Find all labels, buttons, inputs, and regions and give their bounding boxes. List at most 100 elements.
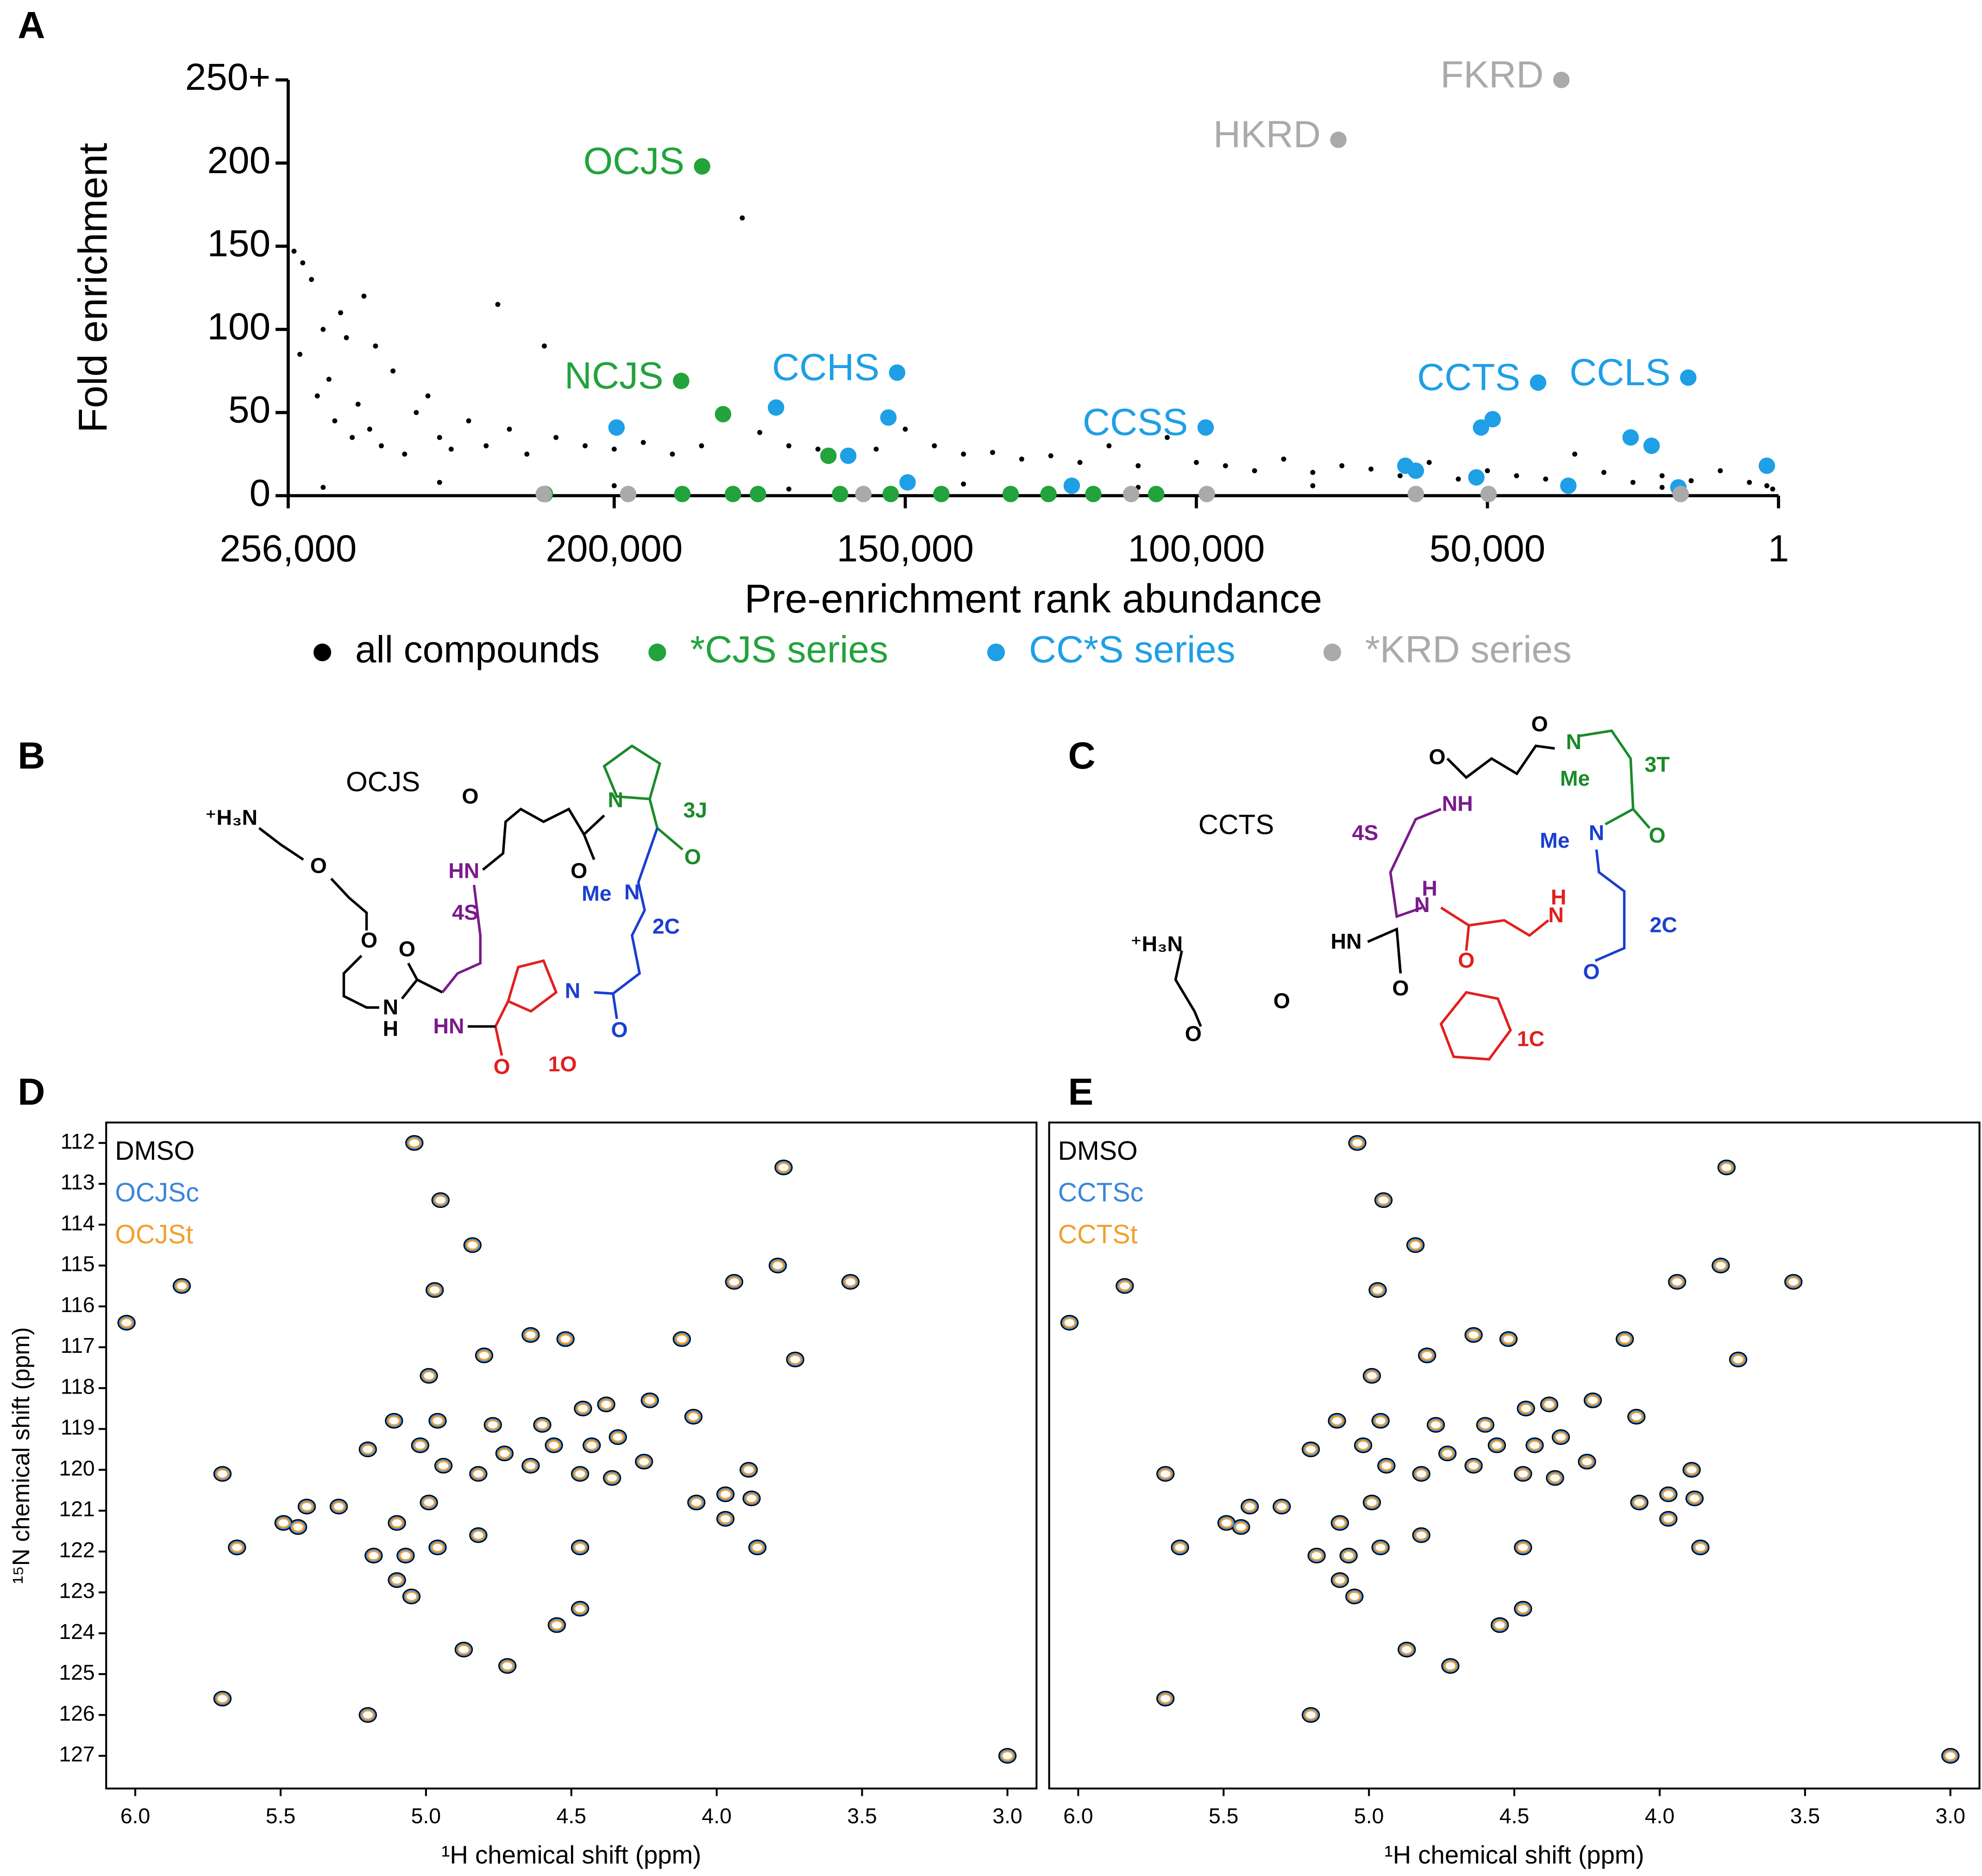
peak xyxy=(524,1329,538,1340)
y-tick-label: 113 xyxy=(61,1170,95,1194)
ring xyxy=(1439,991,1512,1061)
y-tick-label: 116 xyxy=(61,1293,95,1317)
peak xyxy=(434,1457,453,1474)
peak xyxy=(495,1445,514,1462)
point xyxy=(355,401,361,407)
peak xyxy=(1514,1466,1532,1482)
atom-label: N xyxy=(608,788,624,812)
peak xyxy=(175,1281,188,1291)
ring xyxy=(506,959,558,1013)
point xyxy=(1643,438,1660,454)
point xyxy=(1148,486,1165,502)
peak xyxy=(1378,1459,1394,1473)
peak xyxy=(1438,1445,1457,1462)
peak xyxy=(1441,1448,1454,1459)
peak xyxy=(402,1588,421,1605)
x-tick-label: 5.0 xyxy=(1354,1804,1384,1828)
peak xyxy=(1171,1539,1189,1556)
peak xyxy=(213,1466,232,1482)
peak xyxy=(469,1527,488,1543)
peak xyxy=(1583,1392,1602,1408)
y-tick-label: 125 xyxy=(59,1660,94,1684)
peak xyxy=(1301,1441,1320,1457)
peak xyxy=(719,1513,732,1525)
point xyxy=(889,364,906,381)
peak xyxy=(524,1460,538,1471)
peak xyxy=(1944,1750,1957,1761)
peak xyxy=(1241,1499,1259,1515)
peak xyxy=(1464,1327,1483,1343)
peak xyxy=(389,1516,405,1530)
peak xyxy=(1362,1368,1381,1384)
legend-marker xyxy=(987,644,1005,662)
peak xyxy=(1413,1467,1430,1481)
point xyxy=(1468,469,1485,486)
peak xyxy=(1346,1590,1362,1603)
peak xyxy=(749,1541,765,1554)
point xyxy=(961,451,966,457)
peak xyxy=(716,1511,735,1527)
legend-label: OCJSt xyxy=(115,1219,193,1249)
peak xyxy=(1942,1749,1958,1763)
peak xyxy=(496,1447,513,1460)
peak xyxy=(1406,1237,1425,1253)
peak xyxy=(174,1279,190,1293)
peak xyxy=(431,1542,445,1553)
x-tick-label: 4.0 xyxy=(702,1804,732,1828)
peak xyxy=(1365,1370,1379,1382)
atom-label: 4S xyxy=(1352,820,1379,844)
bond xyxy=(330,877,368,931)
peak xyxy=(1362,1495,1381,1511)
point xyxy=(583,443,588,449)
peak xyxy=(214,1467,231,1481)
bond xyxy=(1367,927,1402,974)
point xyxy=(1764,483,1769,488)
peak xyxy=(1301,1707,1320,1723)
peak xyxy=(547,1440,561,1451)
peak xyxy=(119,1316,135,1330)
peak xyxy=(611,1432,625,1443)
point xyxy=(542,343,547,349)
peak xyxy=(431,1415,445,1426)
atom-label: 3J xyxy=(683,798,707,822)
peak xyxy=(1691,1539,1710,1556)
panel-letter: E xyxy=(1068,1071,1094,1113)
atom-label: O xyxy=(1185,1021,1202,1045)
peak xyxy=(1354,1437,1373,1453)
plot-frame xyxy=(1048,1121,1981,1790)
peak xyxy=(1234,1521,1248,1532)
peak xyxy=(844,1276,857,1288)
point xyxy=(1622,429,1639,446)
legend-label: *KRD series xyxy=(1365,629,1572,671)
peak xyxy=(1487,1437,1506,1453)
peak xyxy=(1413,1528,1430,1542)
peak xyxy=(213,1690,232,1707)
y-tick-label: 119 xyxy=(61,1415,95,1439)
peak xyxy=(435,1459,452,1473)
point xyxy=(725,486,741,502)
peak xyxy=(1628,1410,1644,1424)
peak xyxy=(1682,1462,1701,1478)
peak xyxy=(610,1430,626,1444)
peak xyxy=(1712,1257,1730,1274)
atom-label: HN xyxy=(433,1014,464,1038)
peak xyxy=(1489,1438,1505,1452)
peak xyxy=(643,1395,657,1406)
atom-label: O xyxy=(1583,960,1600,984)
point xyxy=(1106,443,1112,449)
peak xyxy=(1578,1454,1596,1470)
peak xyxy=(427,1283,443,1297)
peak xyxy=(120,1317,133,1328)
atom-label: N xyxy=(565,979,581,1003)
peak xyxy=(1515,1467,1531,1481)
bond xyxy=(1605,808,1634,825)
peak xyxy=(1516,1542,1530,1553)
peak xyxy=(688,1496,704,1509)
x-tick-label: 6.0 xyxy=(1063,1804,1093,1828)
peak xyxy=(777,1162,790,1173)
point xyxy=(1197,419,1214,436)
point xyxy=(608,419,625,436)
peak xyxy=(1341,1549,1357,1563)
peak xyxy=(1370,1283,1386,1297)
point-label: CCTS xyxy=(1417,356,1520,399)
